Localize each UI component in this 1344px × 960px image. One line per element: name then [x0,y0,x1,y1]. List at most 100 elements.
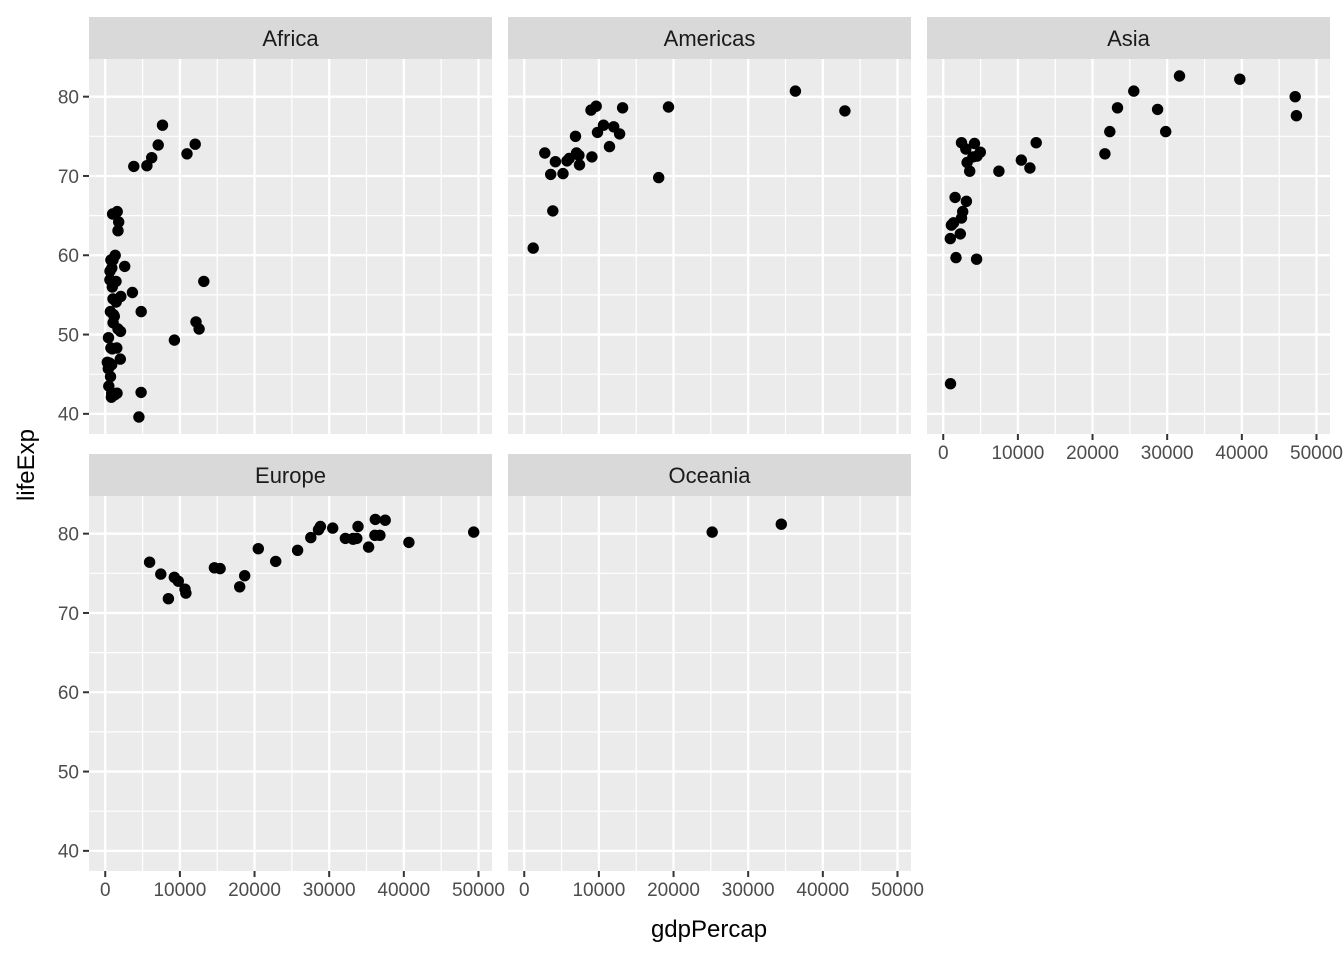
data-point [970,253,983,265]
data-point [156,119,169,131]
data-point [234,581,246,593]
data-point [949,191,961,204]
data-point [1289,91,1301,103]
data-point [944,378,957,390]
data-point [168,334,181,346]
data-point [573,149,585,161]
data-point [305,531,317,544]
data-point [1234,73,1246,85]
data-point [603,140,616,153]
data-point [964,165,976,177]
data-point [379,514,391,526]
strip-label-oceania: Oceania [669,463,752,488]
data-point [113,216,125,228]
data-point [586,151,598,163]
x-tick-label: 30000 [722,880,775,901]
strip-label-asia: Asia [1107,26,1151,51]
x-tick-label: 30000 [1141,443,1194,464]
data-point [993,165,1005,177]
data-point [181,148,193,160]
data-point [968,137,981,150]
data-point [143,556,156,568]
data-point [653,171,665,184]
data-point [106,359,118,371]
data-point [561,155,573,167]
strip-oceania [508,454,911,496]
data-point [362,541,375,553]
data-point [775,518,787,530]
x-tick-label: 10000 [153,880,206,901]
data-point [1015,154,1027,166]
data-point [126,286,139,299]
data-point [109,389,121,401]
y-tick-label: 80 [58,88,79,109]
data-point [314,520,327,533]
data-point [527,242,539,254]
data-point [960,143,972,155]
y-tick-label: 70 [58,604,79,625]
data-point [549,156,562,168]
data-point [352,520,364,533]
data-point [573,159,586,171]
data-point [539,147,551,159]
data-point [597,119,610,131]
x-tick-label: 40000 [1215,443,1268,464]
y-tick-label: 40 [58,405,79,426]
strip-asia [927,17,1330,59]
data-point [1104,125,1116,138]
data-point [152,139,164,151]
data-point [616,102,629,114]
data-point [369,513,381,526]
data-point [190,316,202,328]
x-tick-label: 40000 [796,880,849,901]
data-point [141,160,153,172]
strip-label-europe: Europe [255,463,326,488]
data-point [944,232,956,245]
data-point [957,205,969,218]
data-point [270,555,282,568]
data-point [239,570,251,582]
x-tick-label: 10000 [991,443,1044,464]
data-point [162,593,175,605]
data-point [291,544,304,556]
data-point [585,104,597,116]
x-tick-label: 30000 [303,880,356,901]
data-point [1290,110,1303,122]
data-point [468,526,480,538]
data-point [1128,85,1140,97]
x-tick-label: 0 [100,880,111,901]
data-point [107,317,119,329]
strip-label-americas: Americas [664,26,756,51]
x-tick-label: 0 [519,880,530,901]
data-point [950,251,962,264]
data-point [1099,148,1111,160]
data-point [1151,103,1164,116]
x-tick-label: 20000 [647,880,700,901]
data-point [172,575,184,587]
data-point [954,228,966,240]
data-point [128,160,140,173]
panel-asia [927,59,1330,434]
y-tick-label: 50 [58,325,79,346]
y-tick-label: 60 [58,246,79,267]
strip-europe [89,454,492,496]
data-point [967,151,979,163]
x-tick-label: 0 [938,443,949,464]
data-point [114,353,127,365]
data-point [1030,137,1042,149]
data-point [1111,102,1124,114]
data-point [214,562,226,575]
data-point [1160,125,1172,138]
y-tick-label: 80 [58,525,79,546]
x-tick-label: 50000 [452,880,505,901]
data-point [569,130,582,142]
x-tick-label: 20000 [1066,443,1119,464]
data-point [608,121,620,133]
x-axis-title: gdpPercap [650,916,768,943]
data-point [135,305,147,318]
x-tick-label: 40000 [377,880,430,901]
data-point [133,411,145,423]
data-point [347,532,359,545]
